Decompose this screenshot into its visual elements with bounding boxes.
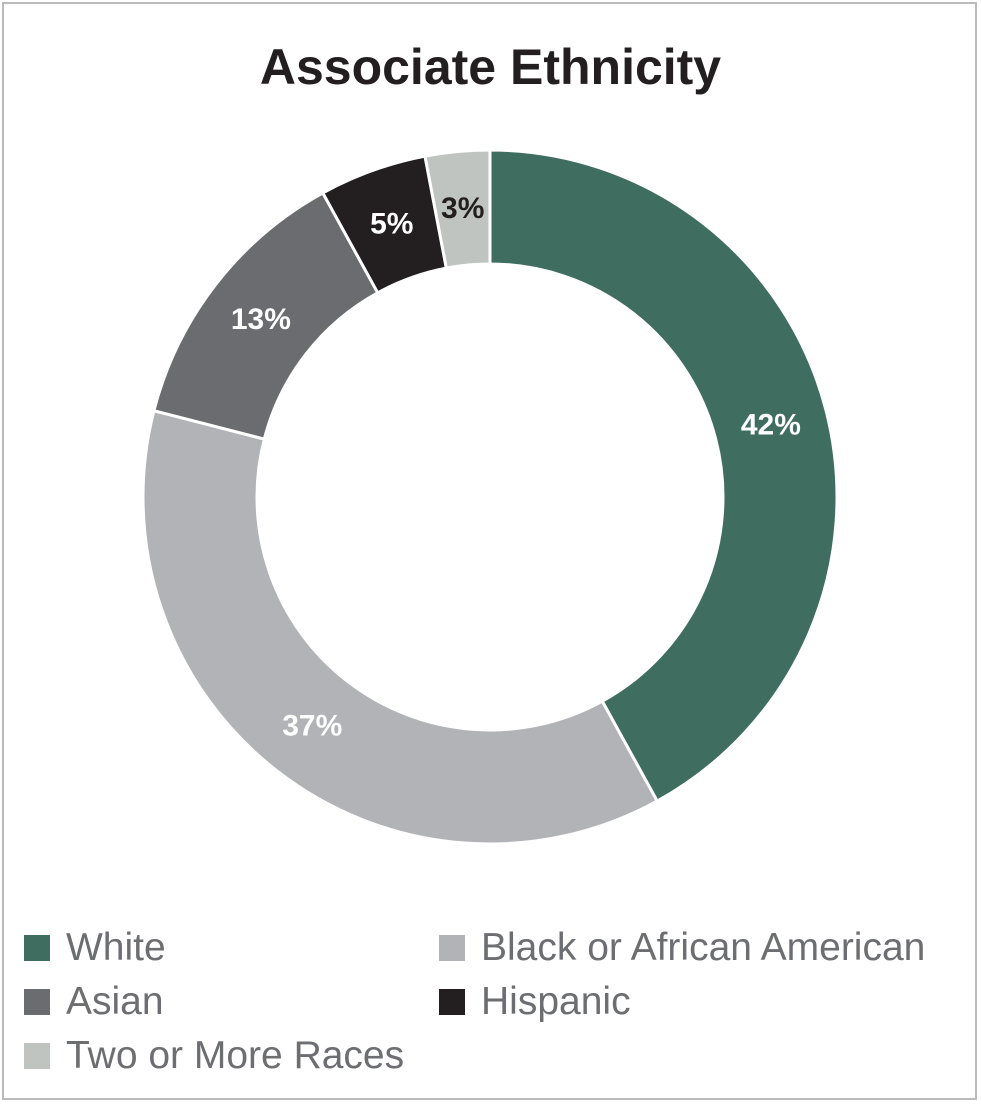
data-label-black-or-african-american: 37% xyxy=(282,710,342,743)
legend-label-asian: Asian xyxy=(66,980,164,1023)
legend-item-white: White xyxy=(24,926,166,970)
data-label-hispanic: 5% xyxy=(370,208,413,241)
legend-item-asian: Asian xyxy=(24,980,164,1024)
data-label-asian: 13% xyxy=(231,303,291,336)
legend-swatch-white xyxy=(24,935,50,961)
data-label-two-or-more-races: 3% xyxy=(441,192,484,225)
legend-swatch-black-or-african-american xyxy=(439,935,465,961)
chart-title: Associate Ethnicity xyxy=(259,39,722,95)
data-label-white: 42% xyxy=(741,408,801,441)
legend-swatch-hispanic xyxy=(439,989,465,1015)
legend-label-black-or-african-american: Black or African American xyxy=(481,926,926,969)
legend-label-two-or-more-races: Two or More Races xyxy=(66,1034,405,1077)
legend-item-two-or-more-races: Two or More Races xyxy=(24,1034,404,1078)
legend-swatch-two-or-more-races xyxy=(24,1043,50,1069)
legend-item-hispanic: Hispanic xyxy=(439,980,631,1024)
legend-label-white: White xyxy=(66,926,166,969)
legend-swatch-asian xyxy=(24,989,50,1015)
legend-item-black-or-african-american: Black or African American xyxy=(439,926,925,970)
slice-two-or-more-races xyxy=(423,148,492,270)
slice-black-or-african-american xyxy=(141,408,660,846)
legend-label-hispanic: Hispanic xyxy=(481,980,631,1023)
slice-white xyxy=(488,148,839,804)
